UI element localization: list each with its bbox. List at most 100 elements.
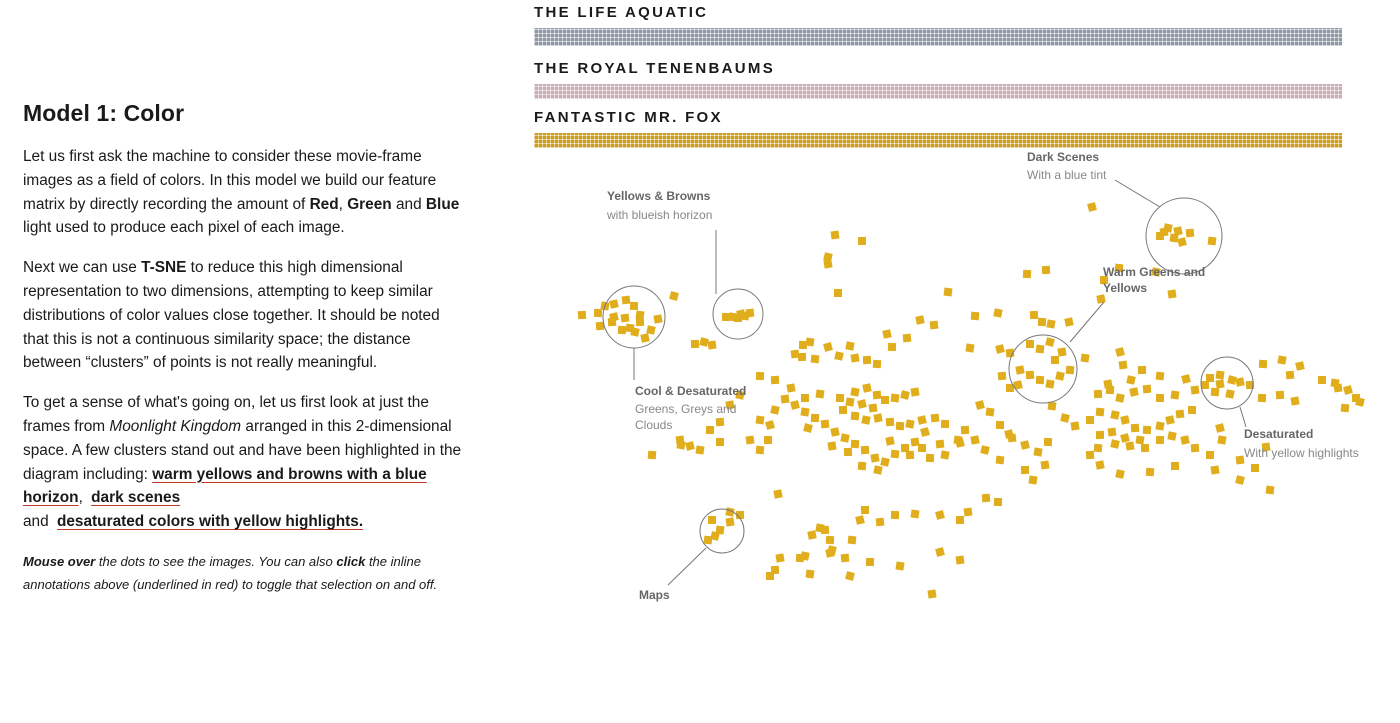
frame-point[interactable]	[1033, 447, 1043, 457]
frame-point[interactable]	[734, 314, 742, 322]
frame-point[interactable]	[838, 405, 848, 415]
frame-point[interactable]	[905, 419, 915, 429]
frame-point[interactable]	[1200, 380, 1210, 390]
frame-point[interactable]	[1045, 337, 1055, 347]
frame-point[interactable]	[993, 497, 1003, 507]
frame-point[interactable]	[861, 415, 871, 425]
frame-point[interactable]	[1095, 460, 1105, 470]
frame-point[interactable]	[965, 343, 975, 353]
frame-point[interactable]	[1140, 443, 1150, 453]
frame-point[interactable]	[1115, 347, 1125, 357]
frame-point[interactable]	[1175, 409, 1185, 419]
frame-point[interactable]	[1215, 379, 1225, 389]
frame-point[interactable]	[840, 553, 850, 563]
cluster-circle-yellows-browns[interactable]	[712, 288, 764, 340]
cluster-circle-warm-greens[interactable]	[1008, 334, 1078, 404]
frame-point[interactable]	[786, 383, 796, 393]
frame-point[interactable]	[850, 439, 860, 449]
frame-point[interactable]	[915, 315, 925, 325]
frame-point[interactable]	[1099, 275, 1109, 285]
frame-point[interactable]	[800, 407, 810, 417]
frame-point[interactable]	[1167, 431, 1177, 441]
frame-point[interactable]	[820, 419, 830, 429]
frame-point[interactable]	[895, 561, 905, 571]
frame-point[interactable]	[850, 387, 860, 397]
frame-point[interactable]	[1020, 465, 1030, 475]
frame-point[interactable]	[1155, 371, 1165, 381]
frame-strip[interactable]	[534, 28, 1342, 46]
frame-point[interactable]	[1035, 375, 1045, 385]
frame-point[interactable]	[770, 405, 780, 415]
frame-point[interactable]	[669, 291, 679, 301]
frame-point[interactable]	[827, 441, 837, 451]
frame-point[interactable]	[995, 420, 1005, 430]
frame-point[interactable]	[955, 438, 965, 448]
frame-point[interactable]	[890, 449, 900, 459]
frame-point[interactable]	[855, 515, 865, 525]
frame-point[interactable]	[885, 436, 895, 446]
frame-point[interactable]	[807, 530, 817, 540]
frame-point[interactable]	[1045, 379, 1055, 389]
frame-point[interactable]	[629, 301, 639, 311]
frame-point[interactable]	[800, 551, 810, 561]
frame-point[interactable]	[775, 553, 785, 563]
annotation-link-warm-yellows[interactable]: warm yellows and browns with a blue hori…	[23, 465, 427, 507]
frame-point[interactable]	[755, 445, 765, 455]
frame-point[interactable]	[1093, 389, 1103, 399]
frame-point[interactable]	[1190, 443, 1200, 453]
frame-point[interactable]	[872, 359, 882, 369]
frame-point[interactable]	[803, 423, 813, 433]
frame-point[interactable]	[857, 399, 867, 409]
cluster-circle-desaturated[interactable]	[1200, 356, 1254, 410]
frame-point[interactable]	[716, 438, 724, 446]
frame-point[interactable]	[840, 433, 850, 443]
frame-point[interactable]	[910, 509, 920, 519]
annotation-link-desaturated[interactable]: desaturated colors with yellow highlight…	[56, 513, 364, 531]
frame-point[interactable]	[745, 435, 755, 445]
frame-point[interactable]	[1022, 269, 1032, 279]
movie-title[interactable]: FANTASTIC MR. FOX	[534, 109, 723, 126]
frame-point[interactable]	[1245, 380, 1255, 390]
frame-point[interactable]	[917, 443, 927, 453]
frame-point[interactable]	[1096, 294, 1106, 304]
frame-point[interactable]	[1251, 464, 1259, 472]
frame-point[interactable]	[850, 353, 860, 363]
frame-point[interactable]	[1190, 385, 1200, 395]
frame-point[interactable]	[1004, 429, 1014, 439]
frame-point[interactable]	[995, 344, 1005, 354]
frame-point[interactable]	[1085, 415, 1095, 425]
frame-point[interactable]	[823, 252, 833, 262]
frame-point[interactable]	[1064, 317, 1074, 327]
frame-point[interactable]	[1029, 310, 1039, 320]
frame-point[interactable]	[1210, 387, 1220, 397]
frame-point[interactable]	[1070, 421, 1080, 431]
frame-point[interactable]	[895, 421, 905, 431]
frame-point[interactable]	[1333, 383, 1343, 393]
frame-point[interactable]	[805, 337, 815, 347]
frame-point[interactable]	[970, 311, 980, 321]
frame-point[interactable]	[940, 419, 950, 429]
frame-point[interactable]	[925, 453, 935, 463]
frame-point[interactable]	[676, 440, 686, 450]
frame-point[interactable]	[790, 349, 800, 359]
frame-point[interactable]	[1355, 397, 1365, 407]
frame-point[interactable]	[1005, 383, 1015, 393]
frame-point[interactable]	[900, 390, 910, 400]
frame-point[interactable]	[1159, 227, 1169, 237]
frame-point[interactable]	[1026, 340, 1034, 348]
frame-point[interactable]	[708, 516, 716, 524]
movie-title[interactable]: THE LIFE AQUATIC	[534, 4, 709, 21]
frame-point[interactable]	[595, 321, 605, 331]
frame-point[interactable]	[1035, 344, 1045, 354]
frame-point[interactable]	[1105, 385, 1115, 395]
frame-point[interactable]	[935, 547, 945, 557]
frame-point[interactable]	[845, 571, 855, 581]
frame-point[interactable]	[1055, 371, 1065, 381]
frame-point[interactable]	[1107, 427, 1117, 437]
frame-point[interactable]	[1340, 403, 1350, 413]
frame-point[interactable]	[1060, 413, 1070, 423]
frame-point[interactable]	[1235, 377, 1245, 387]
frame-point[interactable]	[1277, 355, 1287, 365]
frame-point[interactable]	[1028, 475, 1038, 485]
frame-point[interactable]	[1225, 389, 1235, 399]
